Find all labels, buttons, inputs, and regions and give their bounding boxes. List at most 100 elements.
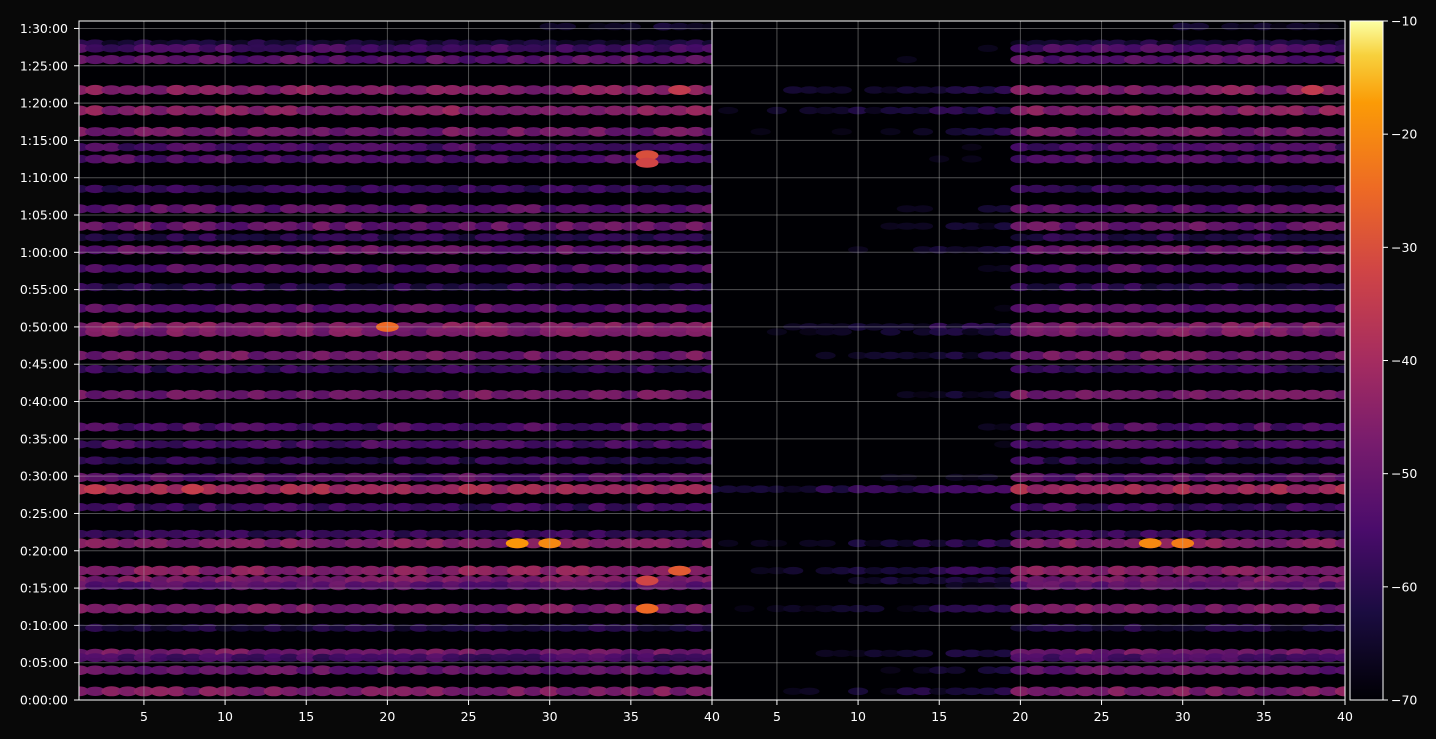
heat-cell: [945, 473, 966, 481]
heat-cell: [1123, 422, 1145, 432]
heat-cell: [1059, 581, 1080, 590]
heat-cell: [701, 85, 712, 95]
heat-cell: [393, 105, 414, 116]
heat-cell: [231, 686, 252, 697]
heat-cell: [231, 440, 252, 449]
heat-cell: [1221, 282, 1242, 292]
heat-cell: [1059, 350, 1080, 361]
heat-cell: [1270, 327, 1291, 337]
heat-cell: [1140, 327, 1161, 337]
heat-cell: [182, 538, 203, 548]
heat-cell: [701, 283, 712, 292]
heat-cell: [701, 327, 712, 337]
heat-cell: [409, 85, 430, 95]
heat-cell: [523, 327, 544, 337]
heat-cell: [377, 565, 398, 576]
heat-cell: [490, 604, 512, 614]
heat-cell: [555, 365, 577, 374]
heat-cell: [231, 204, 252, 214]
heat-cell: [929, 687, 950, 695]
heat-cell: [231, 350, 252, 361]
heat-cell: [215, 55, 236, 65]
heat-cell: [377, 365, 398, 374]
heat-cell: [474, 365, 495, 374]
heat-cell: [393, 603, 414, 614]
heat-cell: [1107, 44, 1128, 53]
heat-cell: [312, 283, 333, 291]
heat-cell: [166, 484, 187, 495]
heat-cell: [312, 565, 333, 576]
heat-cell: [1091, 204, 1112, 214]
heat-cell: [1188, 350, 1209, 361]
heat-cell: [101, 439, 122, 449]
heat-cell: [263, 623, 284, 632]
heat-cell: [1205, 44, 1226, 53]
heat-cell: [1237, 389, 1258, 400]
heat-cell: [1286, 327, 1307, 337]
heat-cell: [831, 649, 852, 658]
heat-cell: [458, 184, 479, 194]
heat-cell: [133, 653, 154, 663]
heat-cell: [166, 233, 187, 242]
x-tick-label: 35: [623, 709, 639, 724]
heat-cell: [1010, 440, 1031, 449]
heat-cell: [393, 456, 414, 465]
heat-cell: [426, 127, 447, 137]
heat-cell: [945, 106, 966, 115]
heat-cell: [1253, 422, 1274, 432]
heat-cell: [539, 365, 560, 374]
heat-cell: [1026, 503, 1047, 512]
heat-cell: [523, 85, 544, 95]
heat-cell: [588, 105, 609, 116]
heat-cell: [653, 221, 674, 231]
heat-cell: [361, 538, 382, 549]
heat-cell: [312, 204, 333, 214]
heat-cell: [880, 86, 901, 94]
heat-cell: [117, 105, 138, 116]
heat-cell: [555, 456, 577, 465]
heat-cell: [1302, 105, 1323, 116]
heat-cell: [279, 85, 301, 95]
heat-cell: [945, 351, 966, 360]
heat-cell: [150, 565, 171, 576]
heat-cell: [85, 565, 106, 576]
heat-cell: [1010, 389, 1031, 400]
heat-cell: [1286, 565, 1307, 576]
heat-cell: [279, 154, 301, 164]
heat-cell: [1302, 245, 1323, 255]
heat-cell: [328, 283, 349, 292]
heat-cell: [1010, 142, 1031, 152]
heat-cell: [1123, 623, 1145, 633]
heat-cell: [85, 351, 106, 360]
heat-cell: [1059, 85, 1080, 95]
heat-cell: [637, 283, 658, 291]
heat-cell: [133, 581, 154, 590]
heat-cell: [296, 204, 317, 214]
heat-cell: [945, 246, 966, 254]
heat-cell: [523, 624, 544, 632]
heat-cell: [166, 105, 187, 116]
heat-cell: [1286, 105, 1307, 116]
heat-cell: [474, 581, 495, 590]
heat-cell: [182, 221, 203, 231]
heat-cell: [572, 456, 593, 465]
heat-cell: [912, 128, 934, 136]
heat-cell: [409, 184, 430, 193]
heat-cell: [442, 484, 463, 495]
x-tick-label: 5: [140, 709, 148, 724]
heat-cell: [1091, 55, 1112, 64]
heat-cell: [685, 233, 706, 242]
heat-cell: [1302, 263, 1323, 274]
heat-cell: [669, 365, 690, 374]
heat-cell: [1318, 84, 1339, 96]
heat-cell: [637, 350, 658, 361]
heat-cell: [588, 623, 609, 633]
heat-cell: [1172, 154, 1193, 164]
heat-cell: [507, 351, 528, 360]
heat-cell: [620, 686, 641, 697]
heat-cell: [344, 263, 365, 274]
heat-cell: [117, 530, 138, 538]
heat-cell: [653, 565, 674, 576]
heat-cell: [507, 565, 528, 576]
heat-cell: [101, 233, 122, 242]
